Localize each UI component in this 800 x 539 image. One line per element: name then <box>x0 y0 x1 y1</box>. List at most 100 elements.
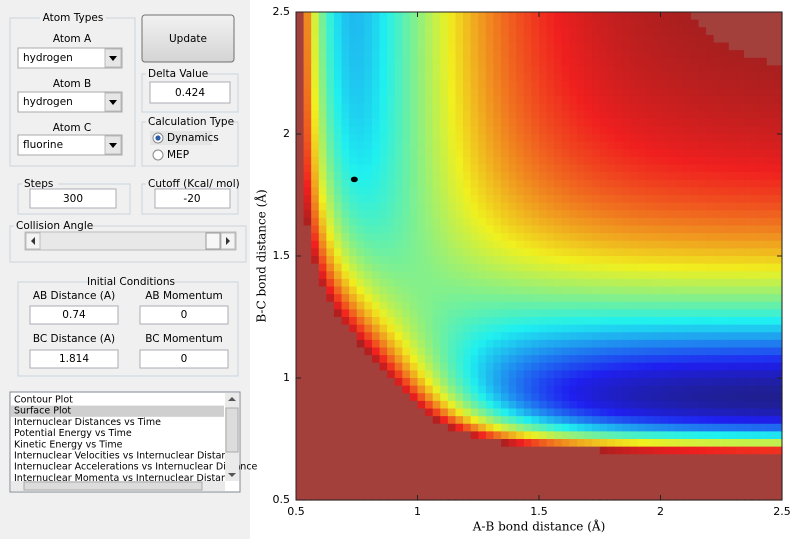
contour-cell <box>326 446 335 455</box>
contour-cell <box>690 42 700 51</box>
text-field[interactable] <box>149 81 231 104</box>
dropdown[interactable]: hydrogen <box>17 47 123 69</box>
contour-cell <box>402 179 411 188</box>
contour-cell <box>766 172 775 181</box>
contour-cell <box>296 240 305 249</box>
list-item[interactable]: Internuclear Distances vs Time <box>14 417 161 428</box>
contour-cell <box>554 400 563 410</box>
field-value[interactable]: 0 <box>181 353 188 365</box>
contour-cell <box>637 179 646 188</box>
field-value[interactable]: 300 <box>63 193 83 205</box>
contour-cell <box>531 378 540 387</box>
contour-cell <box>607 111 616 120</box>
button-label[interactable]: Update <box>169 33 207 45</box>
scroll-thumb[interactable] <box>225 407 239 453</box>
radio-label[interactable]: Dynamics <box>167 132 219 144</box>
contour-cell <box>751 195 760 204</box>
contour-cell <box>432 385 441 394</box>
contour-cell <box>554 73 563 82</box>
contour-cell <box>721 301 730 310</box>
contour-cell <box>402 42 411 51</box>
text-field[interactable] <box>29 349 119 369</box>
dropdown-value[interactable]: hydrogen <box>23 52 73 64</box>
list-item[interactable]: Contour Plot <box>14 395 73 406</box>
radio-label[interactable]: MEP <box>167 149 189 161</box>
contour-cell <box>333 118 343 127</box>
contour-cell <box>774 34 783 44</box>
contour-cell <box>607 95 616 105</box>
contour-cell <box>637 461 646 471</box>
contour-cell <box>478 141 487 150</box>
slider-thumb[interactable] <box>205 232 221 250</box>
contour-cell <box>766 225 775 234</box>
dropdown-value[interactable]: hydrogen <box>23 96 73 108</box>
contour-cell <box>546 278 555 288</box>
dropdown-box[interactable] <box>17 134 123 156</box>
contour-cell <box>523 461 532 471</box>
dropdown[interactable]: fluorine <box>17 134 123 156</box>
field-value[interactable]: 1.814 <box>59 353 89 365</box>
list-item[interactable]: Surface Plot <box>14 406 71 417</box>
contour-cell <box>455 141 464 150</box>
contour-cell <box>296 294 305 303</box>
contour-cell <box>447 301 457 310</box>
contour-cell <box>409 393 419 402</box>
contour-cell <box>387 263 396 272</box>
text-field[interactable] <box>139 305 229 325</box>
contour-cell <box>318 477 327 486</box>
dropdown-value[interactable]: fluorine <box>23 139 63 151</box>
text-field[interactable] <box>29 188 117 209</box>
field-value[interactable]: -20 <box>183 193 200 205</box>
contour-cell <box>599 309 608 318</box>
contour-cell <box>508 141 517 150</box>
contour-cell <box>296 187 305 196</box>
field-value[interactable]: 0.74 <box>62 309 86 321</box>
update-button[interactable] <box>141 14 235 63</box>
contour-cell <box>303 50 312 59</box>
contour-cell <box>599 126 608 135</box>
contour-cell <box>751 248 760 257</box>
contour-cell <box>394 469 403 478</box>
contour-cell <box>379 492 388 501</box>
radio-button[interactable] <box>152 149 164 161</box>
text-field[interactable] <box>139 349 229 369</box>
contour-cell <box>607 80 616 89</box>
contour-cell <box>402 446 411 455</box>
contour-cell <box>356 217 365 227</box>
contour-cell <box>736 248 745 257</box>
contour-cell <box>394 65 403 74</box>
contour-cell <box>371 149 381 158</box>
dropdown-box[interactable] <box>17 47 123 69</box>
contour-cell <box>296 400 305 410</box>
contour-cell <box>523 477 532 486</box>
contour-cell <box>478 34 487 44</box>
contour-cell <box>493 347 502 356</box>
contour-cell <box>447 240 457 249</box>
list-item[interactable]: Kinetic Energy vs Time <box>14 439 123 450</box>
contour-cell <box>341 271 350 280</box>
text-field[interactable] <box>29 305 119 325</box>
dropdown[interactable]: hydrogen <box>17 91 123 113</box>
contour-cell <box>569 12 578 21</box>
contour-cell <box>379 477 388 486</box>
contour-cell <box>409 80 419 89</box>
slider-track[interactable] <box>24 231 237 251</box>
contour-cell <box>668 111 677 120</box>
contour-cell <box>364 317 373 326</box>
contour-cell <box>744 164 753 173</box>
field-value[interactable]: 0.424 <box>175 87 205 99</box>
contour-cell <box>539 210 548 219</box>
text-field[interactable] <box>154 188 231 209</box>
contour-cell <box>447 195 457 204</box>
list-item[interactable]: Internuclear Accelerations vs Internucle… <box>14 462 258 473</box>
h-scroll-thumb[interactable] <box>23 481 203 491</box>
contour-cell <box>675 27 684 36</box>
field-value[interactable]: 0 <box>181 309 188 321</box>
list-item[interactable]: Potential Energy vs Time <box>14 428 132 439</box>
contour-cell <box>683 332 692 341</box>
contour-cell <box>554 103 563 112</box>
list-item[interactable]: Internuclear Velocities vs Internuclear … <box>14 451 239 462</box>
contour-cell <box>546 286 555 295</box>
list-item[interactable]: Internuclear Momenta vs Internuclear Dis… <box>14 473 238 484</box>
dropdown-box[interactable] <box>17 91 123 113</box>
